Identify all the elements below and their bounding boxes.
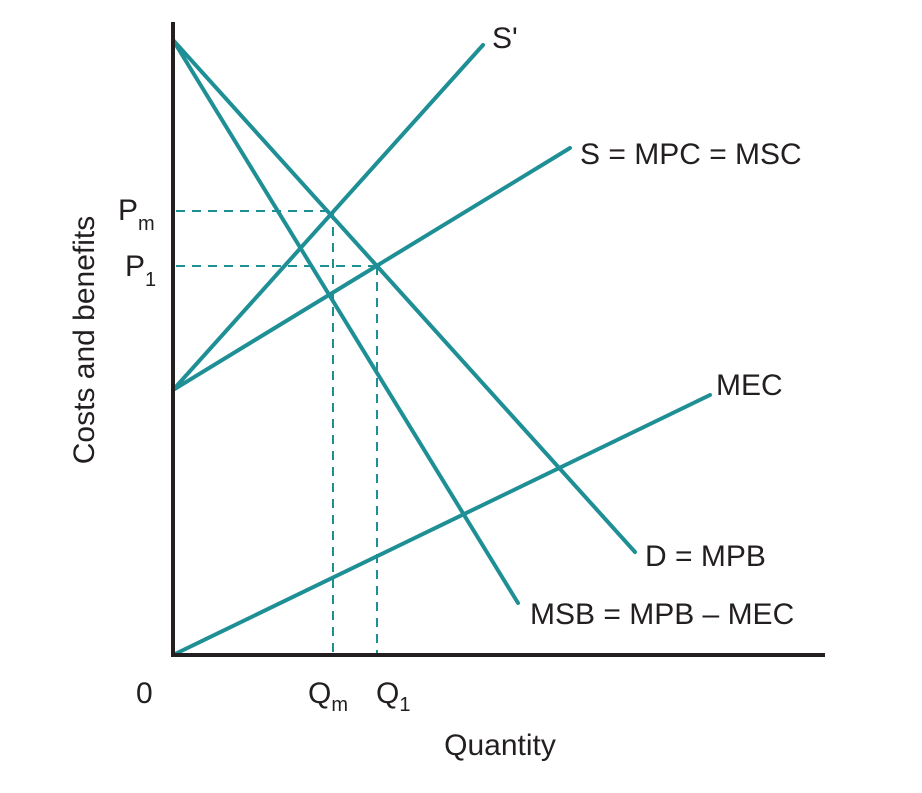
p1-label: P1 (125, 250, 156, 291)
qm-label: Qm (308, 677, 348, 716)
mec-label: MEC (716, 369, 783, 402)
demand-label: D = MPB (645, 540, 766, 573)
q1-label: Q1 (376, 677, 410, 716)
y-axis-title: Costs and benefits (68, 216, 101, 464)
s-prime-curve (171, 43, 485, 392)
origin-label: 0 (136, 677, 153, 710)
supply-label: S = MPC = MSC (580, 138, 802, 171)
s-prime-label: S' (492, 22, 518, 55)
msb-curve (171, 38, 520, 605)
pm-label: Pm (118, 194, 155, 235)
x-axis-title: Quantity (444, 729, 556, 762)
mec-curve (171, 393, 712, 657)
demand-curve (171, 38, 637, 554)
msb-label: MSB = MPB – MEC (530, 598, 794, 631)
supply-curve (171, 146, 572, 392)
